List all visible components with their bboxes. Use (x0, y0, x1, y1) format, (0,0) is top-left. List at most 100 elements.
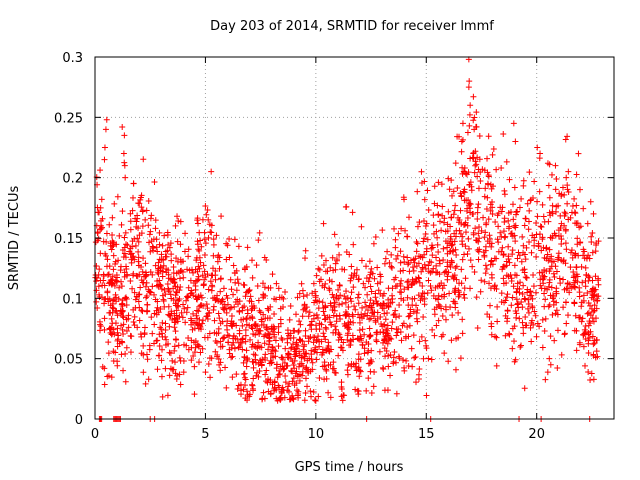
data-point-marker (122, 294, 129, 301)
data-point-marker (521, 222, 528, 229)
data-point-marker (506, 259, 513, 266)
data-point-marker (241, 303, 248, 310)
data-point-marker (459, 316, 466, 323)
data-point-marker (444, 244, 451, 251)
data-point-marker (458, 266, 465, 273)
data-point-marker (390, 312, 397, 319)
data-point-marker (109, 214, 116, 221)
data-point-marker (365, 278, 372, 285)
data-point-marker (223, 256, 230, 263)
data-point-marker (130, 253, 137, 260)
data-point-marker (177, 241, 184, 248)
data-point-marker (571, 209, 578, 216)
data-point-marker (280, 304, 287, 311)
data-point-marker (259, 356, 266, 363)
data-point-marker (109, 320, 116, 327)
data-point-marker (253, 262, 260, 269)
data-point-marker (550, 270, 557, 277)
data-point-marker (156, 229, 163, 236)
data-point-marker (296, 348, 303, 355)
data-point-marker (514, 301, 521, 308)
data-point-marker (252, 359, 259, 366)
data-point-marker (581, 248, 588, 255)
data-point-marker (154, 278, 161, 285)
data-point-marker (421, 251, 428, 258)
data-point-marker (199, 320, 206, 327)
data-point-marker (272, 348, 279, 355)
data-point-marker (413, 379, 420, 386)
data-point-marker (249, 305, 256, 312)
data-point-marker (143, 207, 150, 214)
data-point-marker (322, 315, 329, 322)
data-point-marker (457, 230, 464, 237)
data-point-marker (406, 322, 413, 329)
data-point-marker (483, 265, 490, 272)
data-point-marker (580, 343, 587, 350)
data-point-marker (158, 373, 165, 380)
data-point-marker (476, 133, 483, 140)
data-point-marker (512, 224, 519, 231)
data-point-marker (242, 376, 249, 383)
data-point-marker (370, 383, 377, 390)
data-point-marker (123, 241, 129, 248)
data-point-marker (410, 332, 417, 339)
data-point-marker (562, 240, 569, 247)
data-point-marker (110, 266, 117, 273)
data-point-marker (281, 394, 288, 401)
data-point-marker (140, 351, 147, 358)
data-point-marker (215, 325, 222, 332)
data-point-marker (440, 331, 447, 338)
data-point-marker (287, 345, 294, 352)
data-point-marker (475, 166, 482, 173)
data-point-marker (564, 186, 571, 193)
data-point-marker (513, 314, 520, 321)
data-point-marker (201, 268, 208, 275)
data-point-marker (182, 230, 189, 237)
data-point-marker (546, 255, 553, 262)
data-point-marker (433, 322, 440, 329)
data-point-marker (98, 294, 105, 301)
data-point-marker (442, 228, 449, 235)
data-point-marker (501, 215, 508, 222)
data-point-marker (363, 263, 370, 270)
data-point-marker (455, 309, 462, 316)
data-point-marker (131, 289, 138, 296)
data-point-marker (400, 253, 407, 260)
data-point-marker (522, 322, 529, 329)
data-point-marker (331, 304, 338, 311)
data-point-marker (287, 302, 294, 309)
data-point-marker (458, 192, 465, 199)
data-point-marker (327, 264, 334, 271)
data-point-marker (511, 184, 518, 191)
data-point-marker (584, 220, 591, 227)
data-point-marker (127, 332, 134, 339)
data-point-marker (398, 225, 405, 232)
data-point-marker (118, 351, 125, 358)
data-point-marker (589, 230, 596, 237)
data-point-marker (187, 277, 194, 284)
data-point-marker (180, 301, 187, 308)
data-point-marker (309, 366, 316, 373)
data-point-marker (249, 385, 256, 392)
data-point-marker (148, 238, 155, 245)
data-point-marker (311, 299, 318, 306)
data-point-marker (123, 301, 130, 308)
data-point-marker (123, 344, 130, 351)
data-point-marker (453, 276, 460, 283)
data-point-marker (285, 383, 292, 390)
data-point-marker (164, 392, 171, 399)
data-point-marker (477, 288, 484, 295)
data-point-marker (249, 382, 256, 389)
data-point-marker (203, 301, 210, 308)
data-point-marker (230, 262, 237, 269)
y-tick-label: 0.2 (62, 172, 83, 187)
data-point-marker (195, 263, 202, 270)
data-point-marker (181, 305, 188, 312)
data-point-marker (555, 233, 562, 240)
data-point-marker (519, 267, 526, 274)
data-point-marker (593, 241, 599, 248)
data-point-marker (308, 393, 315, 400)
data-point-marker (459, 136, 466, 143)
data-point-marker (381, 387, 388, 394)
data-point-marker (161, 286, 168, 293)
